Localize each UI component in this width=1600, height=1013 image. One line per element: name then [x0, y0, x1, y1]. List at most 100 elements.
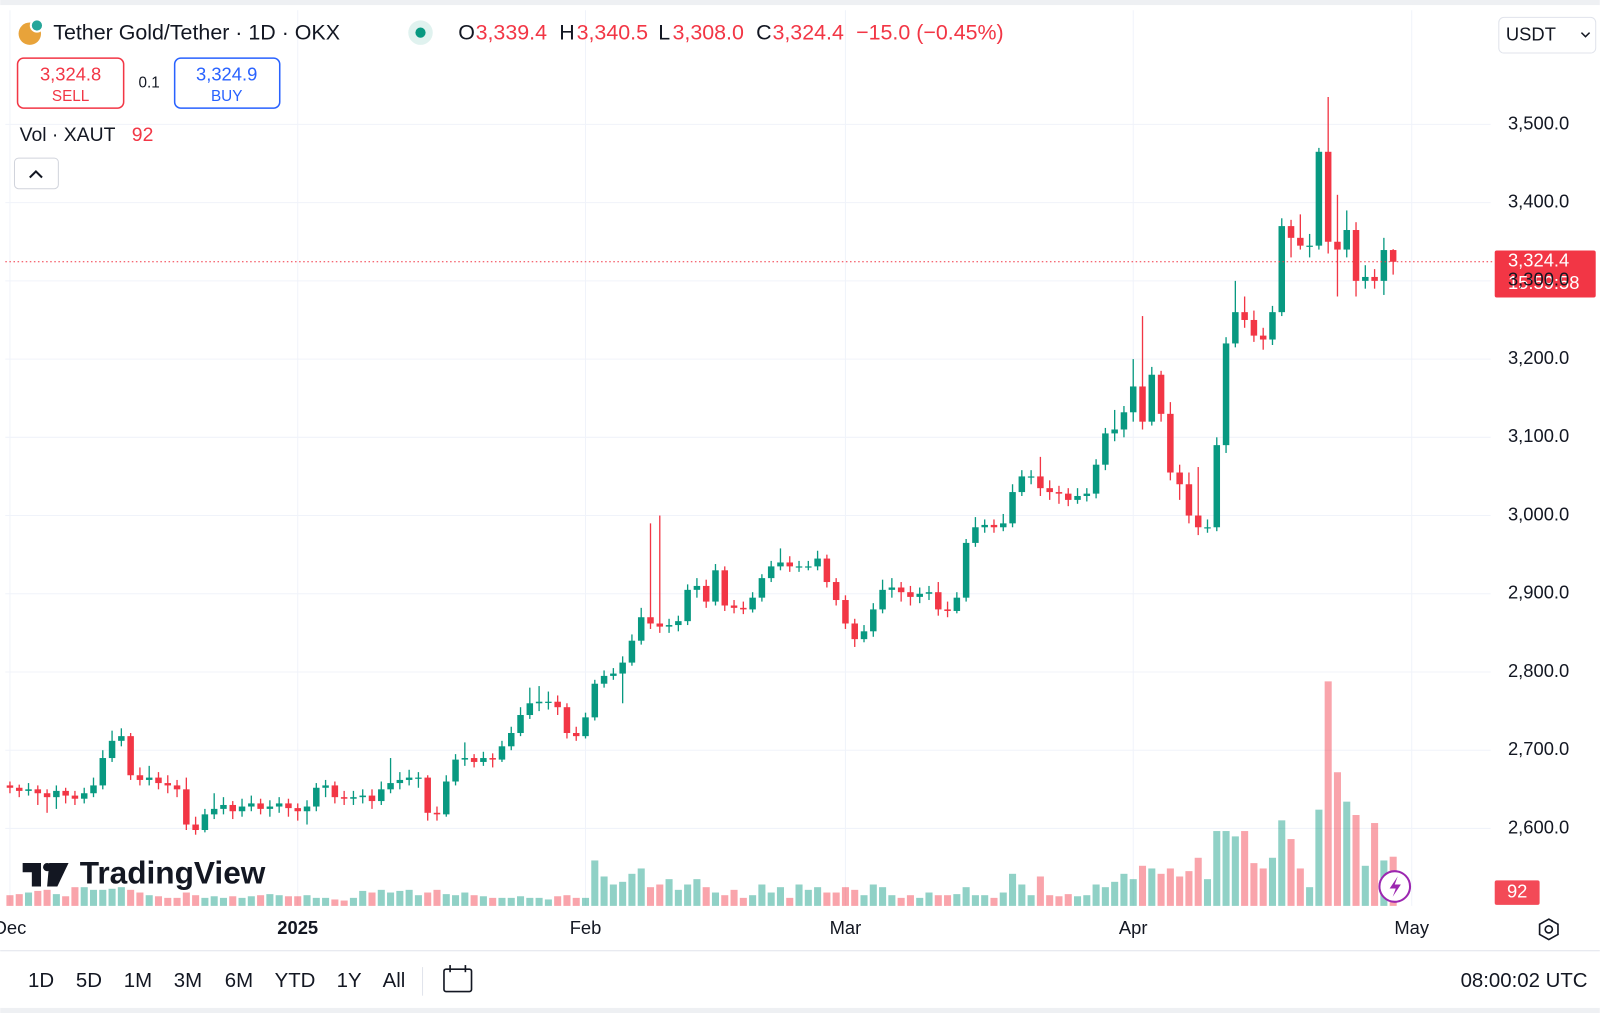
y-tick-label: 3,300.0 [1508, 269, 1569, 290]
candle-body [1009, 492, 1016, 524]
range-button[interactable]: 1D [28, 970, 54, 992]
volume-bar [1296, 868, 1304, 906]
y-tick-label: 2,900.0 [1508, 582, 1569, 603]
range-button[interactable]: 3M [174, 970, 202, 992]
volume-bar [674, 889, 682, 906]
volume-bar [1222, 831, 1230, 906]
candle-body [990, 524, 998, 528]
candle-body [916, 593, 923, 597]
candle-body [563, 707, 571, 734]
candle-body [1362, 276, 1369, 281]
candle-body [1157, 374, 1165, 414]
volume-bar [433, 889, 441, 906]
candle-body [1046, 488, 1053, 493]
candle-body [1120, 412, 1128, 430]
buy-button[interactable] [173, 57, 281, 109]
range-button[interactable]: YTD [275, 970, 316, 992]
candle-body [610, 673, 617, 676]
volume-bar [1055, 896, 1063, 906]
volume-bar [303, 895, 311, 906]
candle-body [1343, 230, 1350, 250]
candle-body [805, 566, 812, 568]
candle-body [452, 759, 459, 782]
candle-body [628, 640, 636, 663]
candle-body [972, 527, 979, 543]
collapse-icon [29, 169, 43, 179]
date-range-icon[interactable] [443, 968, 473, 993]
lightning-icon [1389, 876, 1401, 897]
volume-bar [275, 895, 283, 906]
candle-body [15, 787, 23, 791]
candle-body [71, 795, 79, 799]
volume-bar [1074, 896, 1082, 906]
candle-body [1222, 343, 1230, 446]
volume-bar [637, 868, 645, 906]
candle-body [665, 625, 673, 627]
candle-body [786, 562, 793, 567]
settings-icon[interactable] [1538, 918, 1559, 941]
candle-body [201, 814, 209, 831]
volume-bar [897, 897, 905, 906]
candle-body [303, 806, 311, 812]
volume-bar [925, 892, 933, 906]
volume-bar [154, 896, 163, 906]
volume-bar [1176, 876, 1184, 906]
range-button[interactable]: All [383, 970, 406, 992]
candle-body [90, 785, 97, 794]
spread: 0.1 [139, 75, 160, 92]
candle-body [25, 789, 32, 791]
volume-bar [164, 897, 172, 906]
volume-bar [711, 892, 720, 906]
currency-select[interactable] [1498, 16, 1597, 54]
candle-body [127, 736, 134, 776]
volume-bar [702, 887, 710, 906]
candle-body [1129, 386, 1137, 413]
range-button[interactable]: 1Y [337, 970, 362, 992]
ohlc-letter: L [658, 20, 670, 44]
grid [5, 10, 1491, 906]
volume-bar [6, 895, 14, 906]
y-tick-label: 3,200.0 [1508, 347, 1569, 368]
volume-bar [266, 894, 274, 906]
candle-body [1000, 523, 1007, 528]
sell-label: SELL [52, 88, 89, 105]
market-status-dot [415, 27, 426, 38]
candle-body [183, 789, 190, 825]
candle-body [1306, 245, 1313, 247]
volume-bar [1306, 887, 1314, 906]
range-buttons: 1D 5D 1M 3M 6M YTD 1Y All [28, 970, 405, 992]
candle-body [545, 701, 552, 703]
sell-button[interactable] [16, 57, 125, 109]
candle-body [359, 795, 366, 798]
logo-mark [22, 863, 69, 887]
y-tick-label: 2,800.0 [1508, 660, 1569, 681]
candle-body [1083, 493, 1091, 496]
candle-body [192, 824, 199, 831]
candle-body [424, 777, 431, 813]
range-button[interactable]: 1M [124, 970, 152, 992]
candle-body [136, 775, 144, 780]
candle-body [62, 790, 69, 796]
x-tick-label: Dec [0, 917, 26, 938]
y-tick-label: 3,100.0 [1508, 425, 1569, 446]
candle-body [340, 797, 348, 799]
volume-title: Vol · XAUT [20, 124, 116, 146]
candle-body [897, 587, 905, 593]
symbol-title[interactable]: Tether Gold/Tether · 1D · OKX [53, 20, 340, 44]
volume-bar [879, 887, 887, 906]
volume-bar [127, 889, 135, 906]
volume-bar [1046, 895, 1054, 906]
ohlc-letter: H [559, 20, 574, 44]
volume-bar [1166, 868, 1174, 906]
range-button[interactable]: 5D [76, 970, 102, 992]
symbol-icon-badge [29, 18, 45, 33]
volume-bar [405, 889, 413, 906]
candle-body [702, 585, 710, 602]
collapse-button[interactable] [13, 157, 59, 190]
volume-bar [591, 860, 599, 906]
range-button[interactable]: 6M [225, 970, 253, 992]
candle-body [173, 785, 181, 790]
candle-body [1213, 445, 1221, 528]
candle-body [795, 566, 803, 568]
